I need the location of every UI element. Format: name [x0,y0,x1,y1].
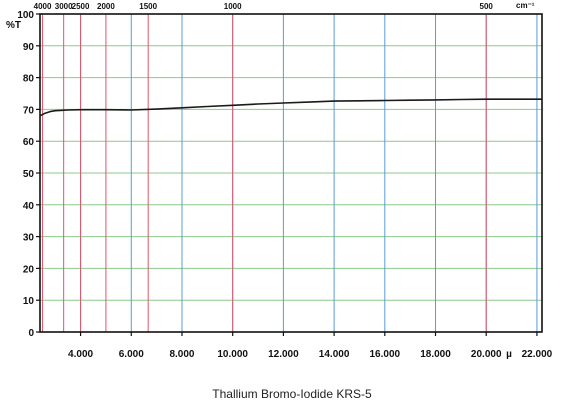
series-group [39,98,542,117]
transmission-curve-0 [39,98,542,117]
y-tick-label-50: 50 [23,169,35,180]
x-tick-label-20: 20.000 [471,349,502,360]
y-tick-label-20: 20 [23,264,35,275]
wavenumber-label-3000: 3000 [55,2,73,11]
plot-border [39,13,543,333]
y-tick-label-10: 10 [23,296,35,307]
x-tick-label-22: 22.000 [522,349,553,360]
plot-frame [39,13,543,333]
wavenumber-label-2000: 2000 [97,2,115,11]
x-tick-label-8: 8.000 [169,349,194,360]
wavenumber-tick-labels: 4000 3000 2500 2000 1500 1000 500 [34,2,494,11]
x-tick-label-16: 16.000 [370,349,401,360]
y-tick-label-90: 90 [23,42,35,53]
top-axis-unit-label: cm⁻¹ [516,1,535,10]
y-tick-label-100: 100 [17,10,34,21]
x-tick-label-6: 6.000 [119,349,144,360]
x-axis-unit-label: µ [506,349,512,360]
y-tick-label-0: 0 [28,328,34,339]
horizontal-gridlines [36,13,542,333]
x-tick-label-4: 4.000 [68,349,93,360]
y-axis-label: %T [6,20,21,31]
x-tick-labels: 4.000 6.000 8.000 10.000 12.000 14.000 16.000 1… [68,349,553,360]
vertical-gridlines [42,14,538,336]
x-tick-label-10: 10.000 [217,349,248,360]
wavenumber-label-2500: 2500 [72,2,90,11]
wavenumber-label-1000: 1000 [224,2,242,11]
wavenumber-label-1500: 1500 [139,2,157,11]
x-tick-label-12: 12.000 [268,349,299,360]
y-tick-labels: 0 10 20 30 40 50 60 70 80 90 100 [17,10,34,339]
x-tick-label-14: 14.000 [319,349,350,360]
wavenumber-label-500: 500 [480,2,494,11]
y-tick-label-60: 60 [23,137,35,148]
y-tick-label-70: 70 [23,105,35,116]
y-tick-label-30: 30 [23,233,35,244]
y-tick-label-40: 40 [23,201,35,212]
wavenumber-label-4000: 4000 [34,2,52,11]
x-tick-label-18: 18.000 [420,349,451,360]
y-tick-label-80: 80 [23,74,35,85]
chart-title: Thallium Bromo-Iodide KRS-5 [212,387,372,401]
